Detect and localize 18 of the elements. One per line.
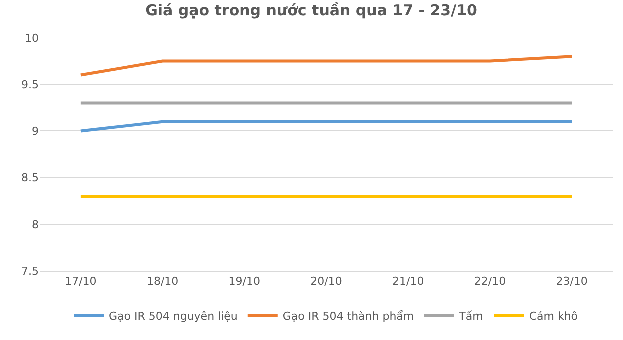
x-tick-label: 18/10: [146, 275, 179, 288]
y-tick-label: 9: [32, 125, 39, 138]
chart-title: Giá gạo trong nước tuần qua 17 - 23/10: [146, 2, 478, 20]
legend-label: Tấm: [458, 310, 484, 324]
y-tick-label: 9.5: [22, 78, 39, 92]
y-tick-label: 8: [32, 218, 39, 232]
y-tick-label: 8.5: [22, 172, 39, 185]
y-tick-label: 10: [25, 32, 39, 45]
x-tick-label: 20/10: [310, 275, 342, 288]
x-tick-label: 23/10: [556, 275, 588, 288]
y-tick-label: 7.5: [22, 264, 39, 278]
x-tick-label: 19/10: [228, 275, 260, 288]
legend-label: Gạo IR 504 nguyên liệu: [109, 310, 238, 324]
legend-label: Gạo IR 504 thành phẩm: [282, 310, 414, 324]
x-tick-label: 21/10: [392, 275, 424, 288]
x-tick-label: 17/10: [65, 275, 97, 288]
x-tick-label: 22/10: [474, 275, 506, 288]
legend-label: Cám khô: [529, 310, 578, 324]
